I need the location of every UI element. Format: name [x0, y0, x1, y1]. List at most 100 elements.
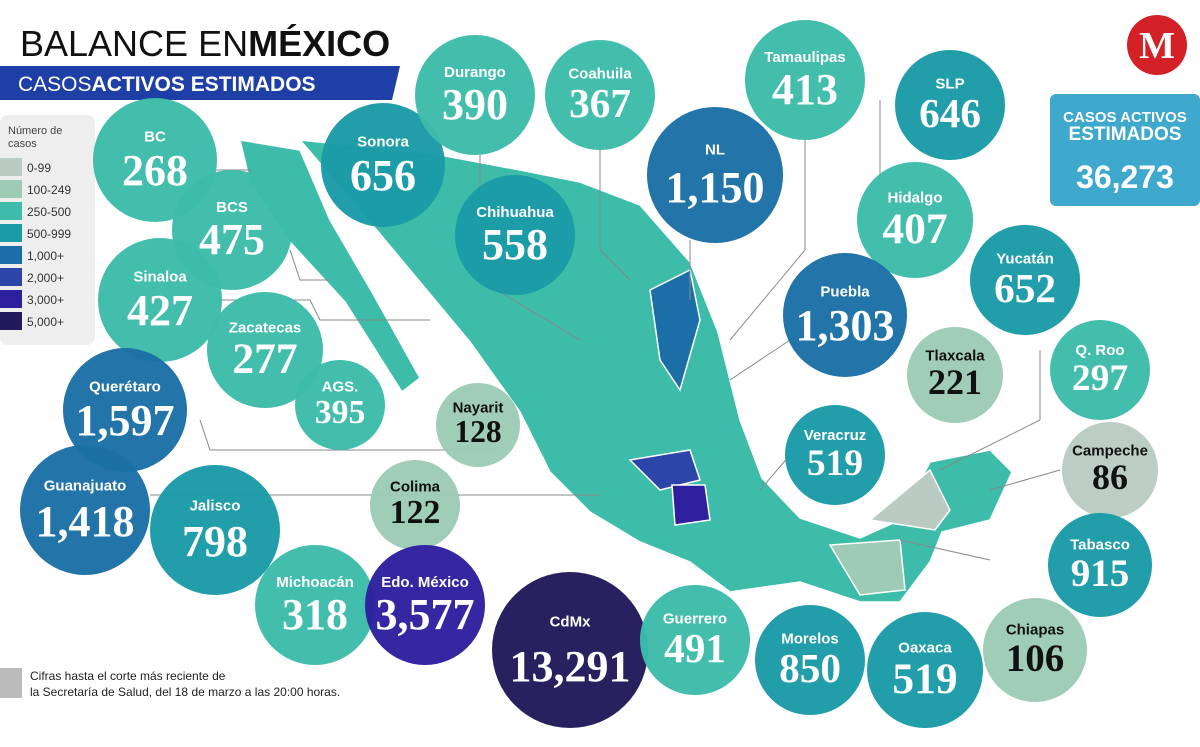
state-name: Edo. México [381, 574, 469, 591]
state-value: 558 [482, 220, 548, 269]
legend-swatch [0, 158, 22, 176]
bubble [1062, 422, 1158, 518]
state-name: Hidalgo [888, 190, 943, 207]
legend-label: 250-500 [27, 205, 71, 219]
bubble [983, 598, 1087, 702]
state-value: 652 [994, 265, 1056, 311]
legend-swatch [0, 180, 22, 198]
state-value: 915 [1071, 552, 1130, 595]
state-name: Puebla [820, 283, 870, 300]
state-name: Tamaulipas [764, 49, 845, 66]
state-name: Oaxaca [898, 640, 952, 657]
state-name: Tlaxcala [925, 348, 985, 365]
state-name: Morelos [781, 631, 839, 648]
bubble [857, 162, 973, 278]
legend-label: 3,000+ [27, 293, 64, 307]
state-name: Q. Roo [1075, 342, 1124, 359]
state-value: 798 [182, 517, 248, 566]
state-value: 475 [199, 215, 265, 264]
legend-swatch [0, 224, 22, 242]
state-name: Sinaloa [133, 268, 187, 285]
legend-swatch [0, 290, 22, 308]
state-value: 427 [127, 286, 193, 335]
state-bubble: AGS.395 [295, 360, 385, 450]
title: BALANCE EN [20, 23, 248, 64]
state-bubble: CdMx 13,291 [492, 572, 648, 728]
bubble [63, 348, 187, 472]
legend-label: 5,000+ [27, 315, 64, 329]
state-name: CdMx [550, 614, 591, 631]
state-value: 519 [807, 443, 863, 484]
state-name: Durango [444, 64, 506, 81]
bubble [492, 572, 648, 728]
state-value: 407 [882, 205, 947, 253]
legend-swatch [0, 246, 22, 264]
state-name: SLP [935, 76, 964, 93]
logo-circle [1127, 15, 1187, 75]
legend-label: 500-999 [27, 227, 71, 241]
state-name: Querétaro [89, 378, 161, 395]
bubble [867, 612, 983, 728]
state-value: 297 [1072, 358, 1128, 399]
bubble [745, 20, 865, 140]
state-name: Chiapas [1006, 621, 1064, 638]
bubble [907, 327, 1003, 423]
state-value: 413 [772, 65, 838, 114]
state-name: Sonora [357, 133, 409, 150]
state-value: 367 [569, 80, 631, 126]
subtitle-bold: ACTIVOS ESTIMADOS [92, 73, 316, 96]
bubble [436, 383, 520, 467]
state-value: 221 [928, 362, 982, 402]
bubble [415, 35, 535, 155]
state-name: NL [705, 142, 725, 159]
state-value: 318 [282, 590, 348, 639]
state-bubble: NL 1,150 [647, 107, 783, 243]
bubble [783, 253, 907, 377]
state-name: Guerrero [663, 611, 727, 628]
legend-box [0, 115, 95, 345]
state-name: Zacatecas [229, 320, 302, 337]
bubble [970, 225, 1080, 335]
state-value: 519 [892, 655, 957, 703]
legend-swatch [0, 268, 22, 286]
total-box [1050, 94, 1200, 206]
bubble [895, 50, 1005, 160]
state-value: 106 [1006, 637, 1065, 680]
state-name: Jalisco [190, 498, 241, 515]
state-name: Yucatán [996, 251, 1054, 268]
state-name: Colima [390, 479, 441, 496]
legend-label: 2,000+ [27, 271, 64, 285]
bubble [545, 40, 655, 150]
total-label: CASOS ACTIVOS ESTIMADOS [1063, 109, 1187, 145]
state-name: BCS [216, 199, 248, 216]
state-name: BC [144, 128, 166, 145]
bubble [295, 360, 385, 450]
state-name: Tabasco [1070, 536, 1130, 553]
legend-swatch [0, 312, 22, 330]
state-value: 390 [442, 80, 508, 129]
state-value: 1,303 [796, 301, 895, 350]
state-name: AGS. [322, 379, 359, 396]
state-name: Chihuahua [476, 204, 554, 221]
state-value: 13,291 [510, 642, 631, 691]
bubble [207, 292, 323, 408]
